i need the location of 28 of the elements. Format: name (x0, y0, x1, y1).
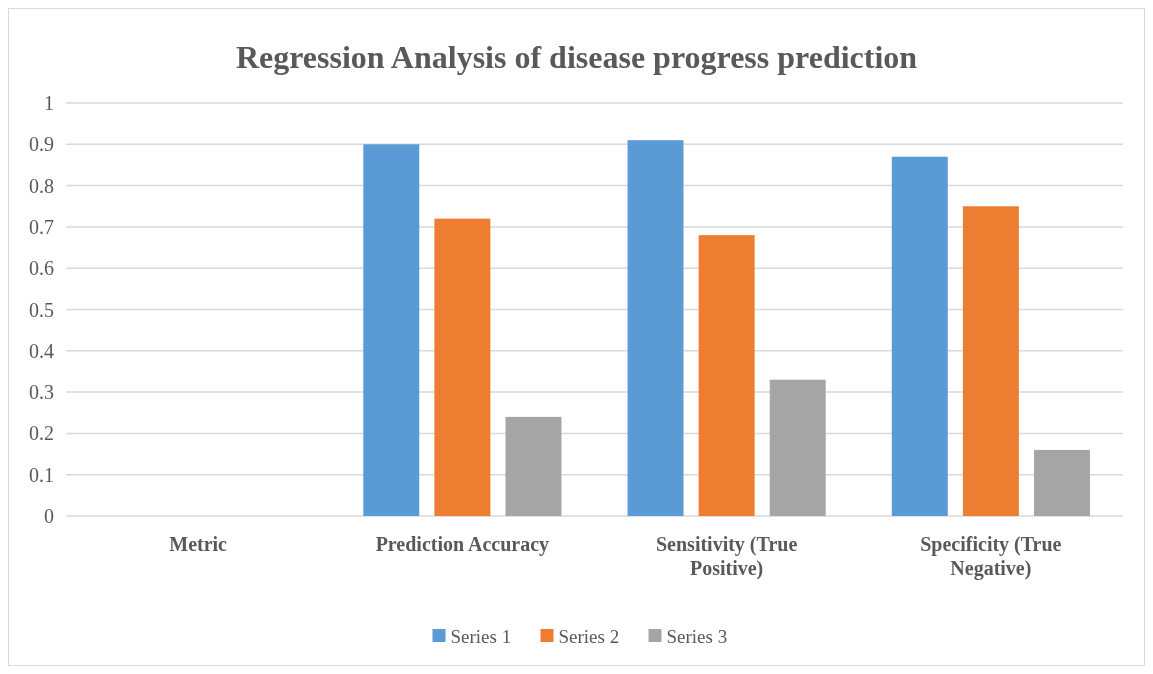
bar (505, 416, 562, 516)
y-tick-label: 0.8 (29, 174, 54, 197)
y-tick-label: 0.5 (29, 298, 54, 321)
y-tick-label: 1 (44, 92, 54, 114)
legend-label: Series 1 (450, 625, 512, 647)
y-tick-label: 0.1 (29, 463, 54, 486)
y-tick-label: 0 (44, 505, 54, 527)
y-tick-label: 0.9 (29, 133, 54, 156)
bar (891, 156, 948, 516)
y-tick-label: 0.4 (29, 339, 54, 362)
bar (962, 206, 1019, 516)
bar (698, 235, 755, 516)
x-tick-label: Sensitivity (True Positive) (655, 533, 798, 580)
x-tick-label: Prediction Accuracy (375, 533, 550, 556)
bar (627, 140, 684, 516)
x-tick-label: Metric (169, 533, 228, 555)
bar (363, 144, 420, 516)
bar (434, 218, 491, 516)
y-tick-label: 0.2 (29, 422, 54, 445)
chart-title: Regression Analysis of disease progress prediction (235, 39, 918, 75)
y-tick-label: 0.7 (29, 215, 54, 238)
bar (769, 379, 826, 516)
y-tick-label: 0.6 (29, 257, 54, 280)
bar (1033, 449, 1090, 516)
x-tick-label: Specificity (True Negative) (920, 533, 1062, 580)
legend-label: Series 3 (666, 625, 728, 647)
y-tick-label: 0.3 (29, 381, 54, 404)
legend-label: Series 2 (558, 625, 620, 647)
